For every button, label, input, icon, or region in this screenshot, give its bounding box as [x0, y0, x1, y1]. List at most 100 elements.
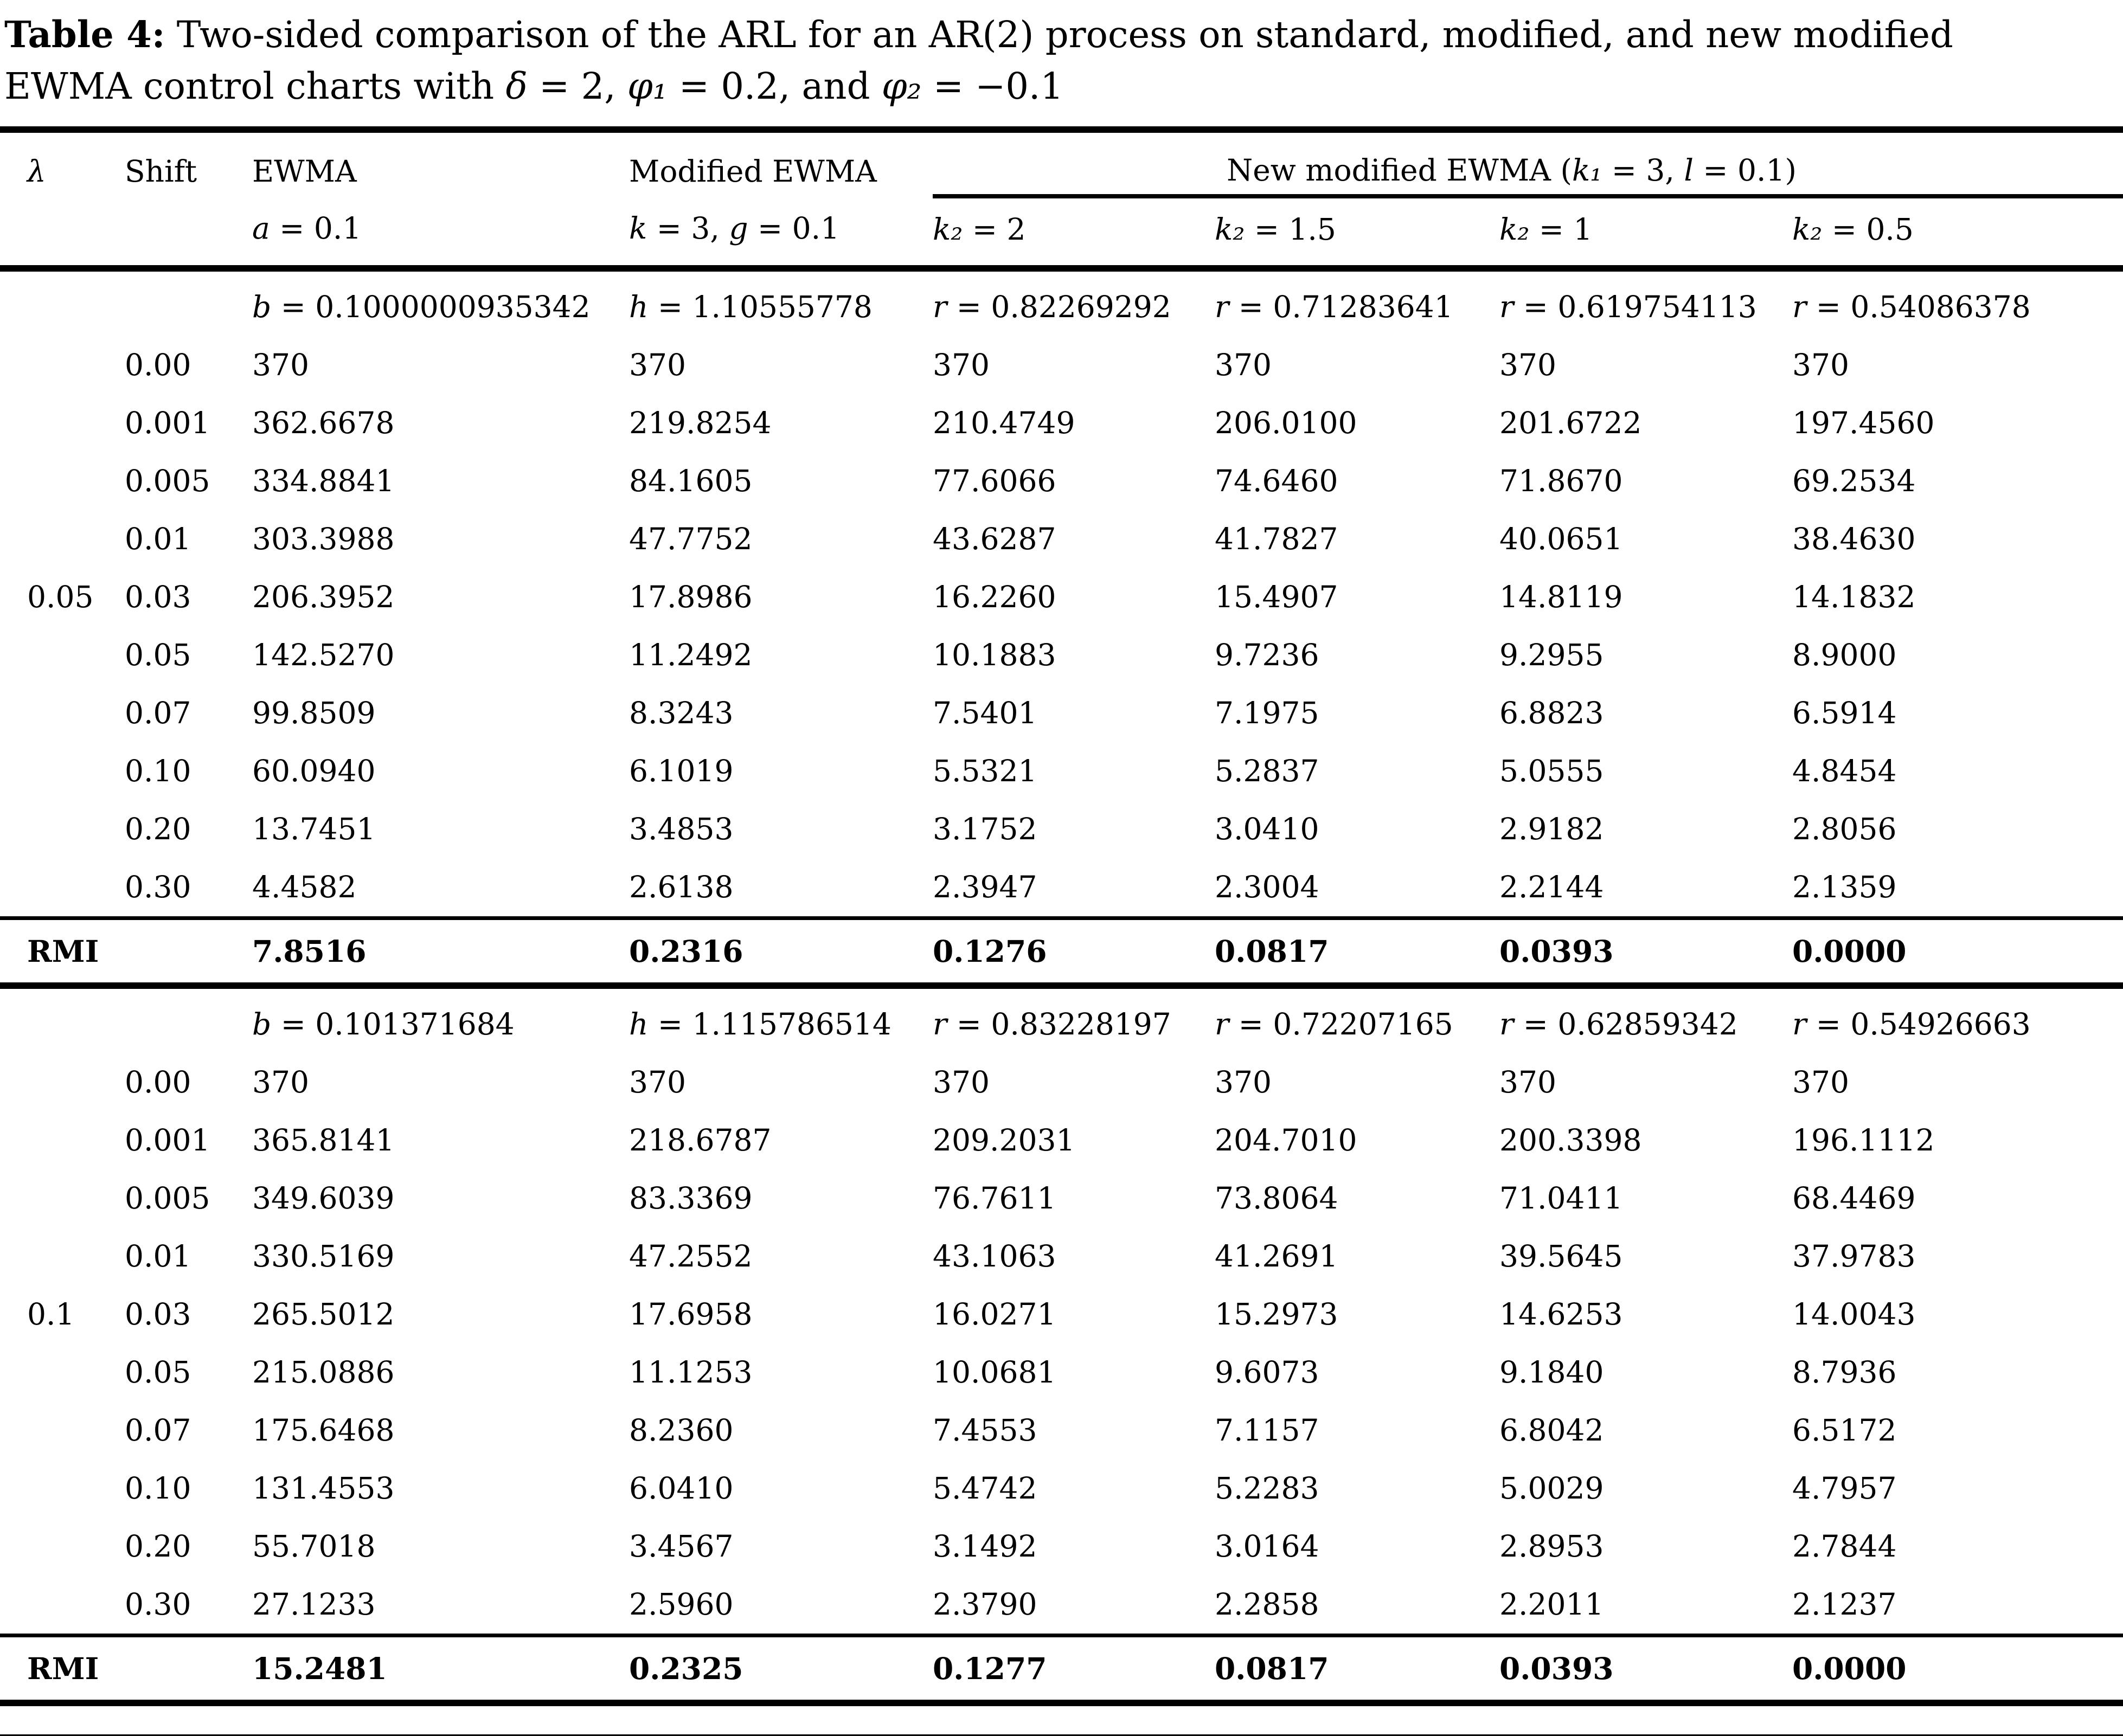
- value-cell: 84.1605: [629, 464, 753, 499]
- math-var: φ₂: [881, 65, 922, 108]
- header-spacer-lambda: [0, 196, 125, 272]
- rmi-value-cell: 0.1277: [933, 1634, 1215, 1707]
- text-run: EWMA control charts with: [4, 65, 506, 108]
- value-cell: 4.7957: [1792, 1471, 1897, 1506]
- param-cell: h = 1.10555778: [629, 268, 933, 336]
- lambda-cell: [0, 510, 125, 568]
- value-cell: 370: [629, 348, 686, 383]
- shift-cell: 0.20: [125, 812, 191, 847]
- lambda-cell: [0, 1576, 125, 1636]
- table-row: 0.005 334.8841 84.1605 77.6066 74.6460 71.867…: [0, 452, 2123, 510]
- value-cell: 2.3004: [1215, 870, 1319, 905]
- lambda-cell: [0, 742, 125, 800]
- math-var: k: [629, 211, 647, 246]
- math-var: λ: [27, 154, 46, 189]
- value-cell: 370: [1215, 348, 1272, 383]
- value-cell: 41.7827: [1215, 522, 1338, 557]
- value-cell: 7.1157: [1215, 1413, 1319, 1448]
- lambda-cell: [0, 1343, 125, 1401]
- text-run: = 2: [963, 212, 1026, 247]
- value-cell: 3.4853: [629, 812, 734, 847]
- value-cell: 209.2031: [933, 1123, 1075, 1158]
- text-run: = 0.1000000935342: [271, 290, 591, 325]
- value-cell: 9.1840: [1499, 1355, 1604, 1390]
- math-var: h: [629, 290, 649, 325]
- value-cell: 334.8841: [252, 464, 395, 499]
- shift-cell: 0.10: [125, 754, 191, 789]
- shift-cell: 0.03: [125, 1297, 191, 1332]
- value-cell: 2.2144: [1499, 870, 1604, 905]
- text-run: = 0.1: [748, 211, 840, 246]
- param-cell: r = 0.54086378: [1792, 268, 2123, 336]
- value-cell: 8.3243: [629, 696, 734, 731]
- shift-cell: 0.001: [125, 1123, 210, 1158]
- value-cell: 37.9783: [1792, 1239, 1916, 1274]
- value-cell: 6.8042: [1499, 1413, 1604, 1448]
- value-cell: 370: [1499, 1065, 1556, 1100]
- param-row: b = 0.101371684 h = 1.115786514 r = 0.8322…: [0, 986, 2123, 1053]
- text-run: New modified EWMA (: [1227, 153, 1572, 188]
- param-cell: r = 0.54926663: [1792, 986, 2123, 1053]
- rmi-value-cell: 0.0817: [1215, 916, 1499, 989]
- arl-comparison-table: λ Shift EWMA Modified EWMA New modified …: [0, 126, 2123, 1707]
- value-cell: 7.5401: [933, 696, 1037, 731]
- value-cell: 10.1883: [933, 638, 1056, 673]
- table-row: 0.05 142.5270 11.2492 10.1883 9.7236 9.2955 8.…: [0, 626, 2123, 684]
- param-cell: r = 0.83228197: [933, 986, 1215, 1053]
- rmi-value-cell: 0.2325: [629, 1634, 933, 1707]
- value-cell: 71.0411: [1499, 1181, 1623, 1216]
- value-cell: 2.1237: [1792, 1587, 1897, 1622]
- param-cell: r = 0.82269292: [933, 268, 1215, 336]
- value-cell: 2.8056: [1792, 812, 1897, 847]
- value-cell: 6.5172: [1792, 1413, 1897, 1448]
- table-row: 0.005 349.6039 83.3369 76.7611 73.8064 71.041…: [0, 1169, 2123, 1227]
- table-row: 0.05 215.0886 11.1253 10.0681 9.6073 9.1840 8.…: [0, 1343, 2123, 1401]
- value-cell: 17.8986: [629, 580, 753, 615]
- shift-cell: [125, 986, 252, 1053]
- text-run: = 0.54926663: [1806, 1007, 2031, 1042]
- value-cell: 2.1359: [1792, 870, 1897, 905]
- text-run: = 0.82269292: [947, 290, 1171, 325]
- math-var: φ₁: [627, 65, 668, 108]
- shift-cell: 0.01: [125, 1239, 191, 1274]
- value-cell: 3.0410: [1215, 812, 1319, 847]
- text-run: = 0.101371684: [271, 1007, 515, 1042]
- param-cell: h = 1.115786514: [629, 986, 933, 1053]
- rmi-value-cell: 0.0393: [1499, 916, 1792, 989]
- rmi-value-cell: 0.0393: [1499, 1634, 1792, 1707]
- table-row: 0.001 362.6678 219.8254 210.4749 206.0100 201…: [0, 394, 2123, 452]
- value-cell: 218.6787: [629, 1123, 772, 1158]
- rmi-value-cell: 0.0817: [1215, 1634, 1499, 1707]
- value-cell: 7.1975: [1215, 696, 1319, 731]
- value-cell: 5.2837: [1215, 754, 1319, 789]
- value-cell: 2.3790: [933, 1587, 1037, 1622]
- value-cell: 69.2534: [1792, 464, 1916, 499]
- table-row: 0.30 4.4582 2.6138 2.3947 2.3004 2.2144 2.1359: [0, 858, 2123, 918]
- param-cell: b = 0.101371684: [252, 986, 629, 1053]
- value-cell: 9.7236: [1215, 638, 1319, 673]
- value-cell: 73.8064: [1215, 1181, 1338, 1216]
- param-row: b = 0.1000000935342 h = 1.10555778 r = 0.8…: [0, 268, 2123, 336]
- value-cell: 16.2260: [933, 580, 1056, 615]
- rmi-value-cell: 7.8516: [252, 916, 629, 989]
- math-var: r: [1215, 290, 1229, 325]
- param-cell: r = 0.62859342: [1499, 986, 1792, 1053]
- math-var: k₁: [1572, 153, 1602, 188]
- text-run: = 0.83228197: [947, 1007, 1171, 1042]
- table-row: 0.01 330.5169 47.2552 43.1063 41.2691 39.5645…: [0, 1227, 2123, 1285]
- shift-cell: [125, 916, 252, 989]
- value-cell: 4.4582: [252, 870, 357, 905]
- value-cell: 201.6722: [1499, 406, 1642, 441]
- table-row: 0.05 0.03 206.3952 17.8986 16.2260 15.4907 14.…: [0, 568, 2123, 626]
- lambda-cell: [0, 858, 125, 918]
- caption-text: Two-sided comparison of the ARL for an A…: [165, 14, 1953, 56]
- table-row: 0.1 0.03 265.5012 17.6958 16.0271 15.2973 14.6…: [0, 1285, 2123, 1343]
- rmi-value-cell: 0.2316: [629, 916, 933, 989]
- value-cell: 370: [1792, 348, 1849, 383]
- value-cell: 370: [1499, 348, 1556, 383]
- caption-label: Table 4:: [4, 13, 165, 56]
- math-var: r: [933, 290, 947, 325]
- caption-line-1: Table 4: Two-sided comparison of the ARL…: [4, 9, 2116, 61]
- value-cell: 16.0271: [933, 1297, 1056, 1332]
- text-run: = 1.5: [1245, 212, 1336, 247]
